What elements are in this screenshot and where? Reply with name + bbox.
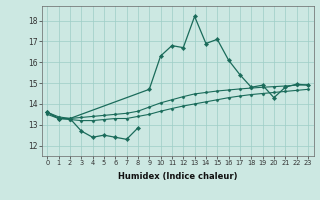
X-axis label: Humidex (Indice chaleur): Humidex (Indice chaleur) [118,172,237,181]
